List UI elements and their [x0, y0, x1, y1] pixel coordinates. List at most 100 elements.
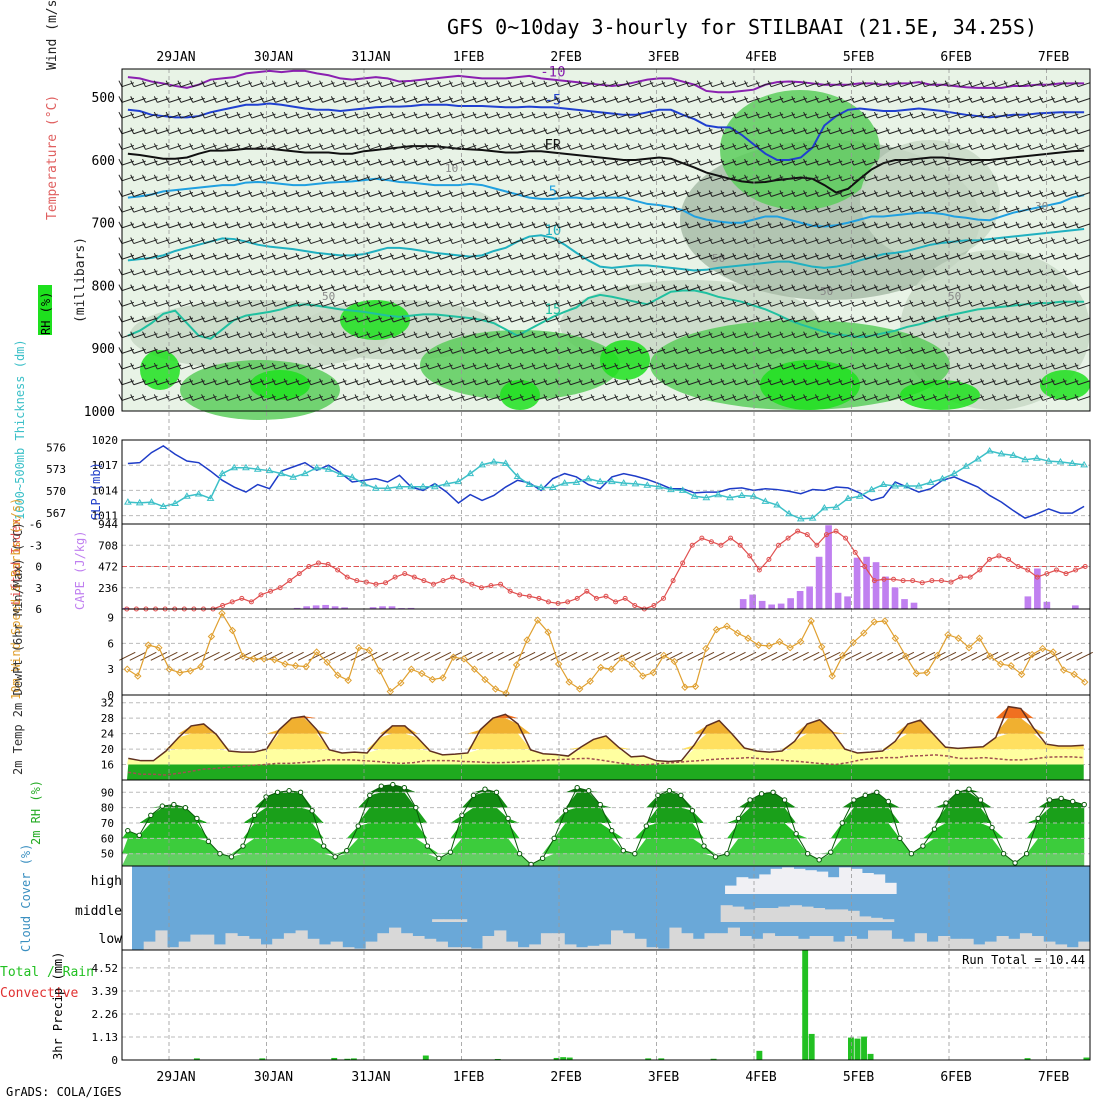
rh-shade-region — [900, 380, 980, 410]
wind-barb-flag — [142, 96, 146, 103]
rh-marker — [125, 827, 131, 834]
lifted-marker — [996, 553, 1002, 559]
wind-barb-flag — [496, 111, 501, 119]
wind-barb-flag — [980, 394, 985, 401]
wind-barb-flag — [791, 347, 796, 354]
cloud-cover-bar — [801, 906, 814, 922]
wind-barb-flag — [1074, 362, 1079, 370]
thickness-marker — [572, 478, 581, 485]
rh-marker — [482, 786, 488, 792]
wind-barb-flag — [673, 347, 678, 354]
wind-barb-flag — [590, 237, 595, 244]
thickness-marker — [1056, 457, 1065, 465]
cloud-cover-bar — [611, 930, 624, 950]
cloud-cover-bar — [622, 933, 635, 950]
wind-barb-flag — [992, 347, 996, 354]
wind-barb-flag — [696, 221, 701, 229]
cloud-cover-bar — [330, 941, 343, 950]
rh-marker — [551, 835, 557, 842]
wind-barb-flag — [661, 378, 666, 385]
thickness-marker — [914, 482, 923, 489]
wind-barb-flag — [909, 158, 914, 166]
wind-barb-flag — [118, 378, 123, 385]
wind-barb-flag — [519, 378, 524, 385]
wind-barb-flag — [696, 300, 701, 307]
wind-barb-flag — [626, 237, 630, 244]
wind-barb-flag — [1062, 127, 1067, 134]
surface-barb — [539, 651, 557, 661]
wind-barb-flag — [767, 205, 772, 213]
cloud-cover-bar — [879, 930, 892, 950]
wind-barb-flag — [271, 143, 276, 150]
wind-barb-flag — [248, 127, 253, 134]
rh-marker — [701, 843, 707, 849]
wind-barb-flag — [425, 378, 430, 385]
surface-barb — [276, 651, 294, 661]
isotherm-line — [127, 289, 1085, 340]
lifted-marker — [402, 571, 408, 577]
wind-barb-flag — [330, 315, 335, 323]
wind-barb-flag — [921, 205, 926, 213]
wind-barb-flag — [448, 111, 453, 119]
wind-barb-flag — [425, 190, 430, 197]
wind-barb-flag — [1027, 331, 1032, 338]
wind-barb-flag — [956, 221, 961, 229]
temp-band — [127, 733, 1084, 750]
temp-band — [127, 749, 1084, 765]
wind-barb-flag — [224, 315, 229, 323]
cloud-cover-bar — [868, 930, 881, 950]
wind-barb-flag — [732, 300, 737, 307]
wind-barb-flag — [189, 158, 194, 166]
wind-barb-flag — [519, 221, 524, 229]
wind-barb-flag — [130, 158, 135, 166]
wind-barb-flag — [130, 80, 135, 87]
wind-barb-flag — [531, 143, 536, 150]
surface-barb — [739, 651, 757, 661]
thickness-marker — [560, 479, 569, 486]
wind-barb-flag — [897, 315, 902, 323]
cloud-cover-bar — [657, 948, 670, 950]
wind-barb-flag — [992, 378, 996, 385]
rh-marker — [390, 781, 396, 788]
wind-barb-flag — [649, 394, 654, 401]
wind-barb-flag — [1051, 221, 1055, 229]
wind-barb-flag — [637, 331, 642, 338]
wind-barb-flag — [212, 253, 217, 260]
wind-speed-marker — [839, 651, 847, 660]
wind-barb-flag — [307, 80, 312, 87]
cape-bar — [872, 562, 880, 609]
wind-barb-flag — [153, 362, 158, 370]
wind-barb-flag — [1074, 378, 1079, 385]
wind-barb-flag — [496, 300, 501, 307]
wind-barb-flag — [130, 268, 135, 276]
surface-barb — [876, 651, 894, 661]
wind-barb-flag — [484, 362, 489, 370]
wind-barb-flag — [814, 143, 819, 150]
wind-barb-flag — [744, 174, 749, 182]
wind-barb-flag — [519, 347, 524, 354]
rh-shade-region — [720, 90, 880, 210]
surface-barb — [466, 651, 483, 661]
wind-barb-flag — [319, 331, 324, 338]
wind-barb-flag — [153, 190, 158, 197]
wind-barb-flag — [696, 331, 701, 338]
wind-barb-flag — [803, 80, 808, 87]
cloud-cover-bar — [432, 919, 445, 922]
thickness-marker — [938, 474, 947, 482]
wind-barb-flag — [130, 190, 135, 197]
wind-barb-flag — [1039, 347, 1044, 354]
rh-band — [122, 838, 1085, 854]
wind-barb-flag — [118, 237, 123, 244]
wind-barb-flag — [897, 221, 902, 229]
wind-barb-flag — [342, 80, 347, 87]
wind-barb-flag — [992, 315, 996, 323]
wind-barb-flag — [838, 237, 843, 244]
cloud-cover-bar — [1078, 941, 1091, 950]
wind-barb-flag — [437, 347, 442, 354]
wind-barb-flag — [472, 221, 477, 229]
wind-barb-flag — [921, 362, 926, 370]
wind-barb-flag — [543, 143, 548, 150]
wind-barb-flag — [389, 315, 394, 323]
wind-barb-flag — [508, 127, 512, 134]
wind-barb-flag — [401, 80, 406, 87]
